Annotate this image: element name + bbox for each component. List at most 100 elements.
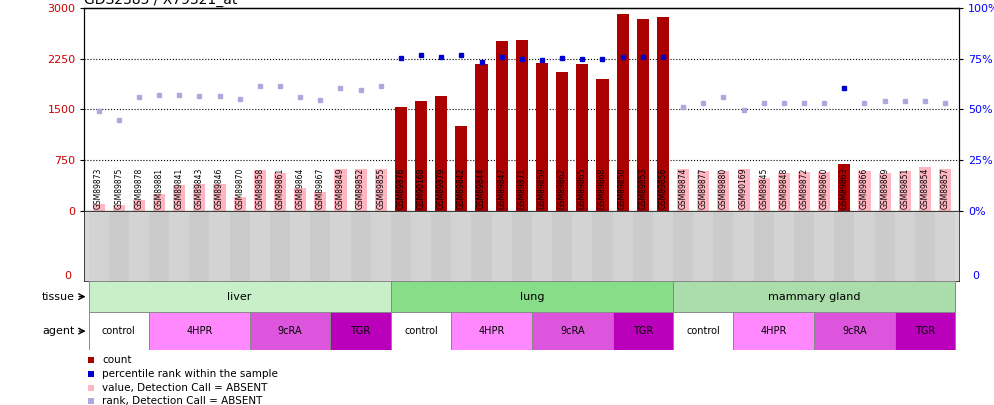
Text: percentile rank within the sample: percentile rank within the sample (102, 369, 278, 379)
Bar (129, 211, 149, 281)
Bar (411, 211, 431, 281)
Bar (697, 171, 710, 211)
Text: 0: 0 (972, 271, 979, 281)
Bar (734, 211, 753, 281)
Bar (577, 64, 588, 211)
Bar (935, 211, 955, 281)
Bar (556, 72, 569, 211)
Bar (290, 211, 310, 281)
Bar (214, 184, 226, 211)
Bar (173, 185, 185, 211)
Bar (355, 169, 367, 211)
Bar (637, 19, 649, 211)
Bar (855, 211, 875, 281)
Bar (657, 17, 669, 211)
Bar (475, 64, 488, 211)
Bar (108, 211, 129, 281)
Bar (88, 312, 149, 350)
Bar (918, 167, 931, 211)
Bar (391, 312, 451, 350)
Bar (351, 211, 371, 281)
Bar (734, 312, 814, 350)
Bar (249, 312, 330, 350)
Bar (895, 312, 955, 350)
Bar (677, 169, 689, 211)
Bar (314, 192, 326, 211)
Bar (596, 79, 608, 211)
Bar (149, 211, 169, 281)
Bar (939, 169, 951, 211)
Bar (612, 312, 673, 350)
Bar (592, 211, 612, 281)
Text: control: control (687, 326, 720, 336)
Bar (859, 171, 871, 211)
Bar (375, 169, 387, 211)
Bar (532, 312, 612, 350)
Bar (798, 172, 810, 211)
Bar (693, 211, 714, 281)
Bar (234, 197, 246, 211)
Text: 4HPR: 4HPR (478, 326, 505, 336)
Bar (451, 211, 471, 281)
Text: rank, Detection Call = ABSENT: rank, Detection Call = ABSENT (102, 396, 262, 405)
Text: 9cRA: 9cRA (842, 326, 867, 336)
Bar (153, 194, 165, 211)
Bar (612, 211, 633, 281)
Bar (738, 169, 749, 211)
Bar (673, 211, 693, 281)
Bar (496, 40, 508, 211)
Bar (391, 211, 411, 281)
Bar (757, 178, 769, 211)
Bar (471, 211, 492, 281)
Text: liver: liver (228, 292, 251, 302)
Text: lung: lung (520, 292, 544, 302)
Bar (673, 312, 734, 350)
Bar (169, 211, 189, 281)
Bar (573, 211, 592, 281)
Bar (391, 281, 673, 312)
Bar (718, 171, 730, 211)
Text: 4HPR: 4HPR (760, 326, 787, 336)
Text: 4HPR: 4HPR (186, 326, 213, 336)
Text: TGR: TGR (351, 326, 371, 336)
Bar (451, 312, 532, 350)
Text: TGR: TGR (632, 326, 653, 336)
Bar (395, 107, 407, 211)
Bar (330, 211, 351, 281)
Bar (516, 40, 528, 211)
Bar (773, 211, 794, 281)
Bar (536, 64, 548, 211)
Bar (415, 101, 427, 211)
Bar (814, 211, 834, 281)
Bar (249, 211, 270, 281)
Text: 9cRA: 9cRA (277, 326, 302, 336)
Bar (673, 281, 955, 312)
Bar (149, 312, 249, 350)
Bar (834, 211, 855, 281)
Bar (552, 211, 573, 281)
Bar (189, 211, 210, 281)
Bar (371, 211, 391, 281)
Bar (270, 211, 290, 281)
Text: TGR: TGR (914, 326, 935, 336)
Text: tissue: tissue (42, 292, 75, 302)
Bar (492, 211, 512, 281)
Bar (435, 96, 447, 211)
Bar (92, 204, 104, 211)
Bar (653, 211, 673, 281)
Text: count: count (102, 355, 131, 365)
Bar (616, 13, 628, 211)
Text: control: control (405, 326, 438, 336)
Bar (88, 211, 108, 281)
Bar (112, 205, 125, 211)
Text: value, Detection Call = ABSENT: value, Detection Call = ABSENT (102, 382, 267, 392)
Bar (875, 211, 895, 281)
Text: agent: agent (42, 326, 75, 336)
Bar (294, 188, 306, 211)
Text: GDS2385 / X79321_at: GDS2385 / X79321_at (84, 0, 238, 7)
Bar (814, 312, 895, 350)
Bar (193, 183, 206, 211)
Bar (512, 211, 532, 281)
Bar (714, 211, 734, 281)
Text: control: control (101, 326, 135, 336)
